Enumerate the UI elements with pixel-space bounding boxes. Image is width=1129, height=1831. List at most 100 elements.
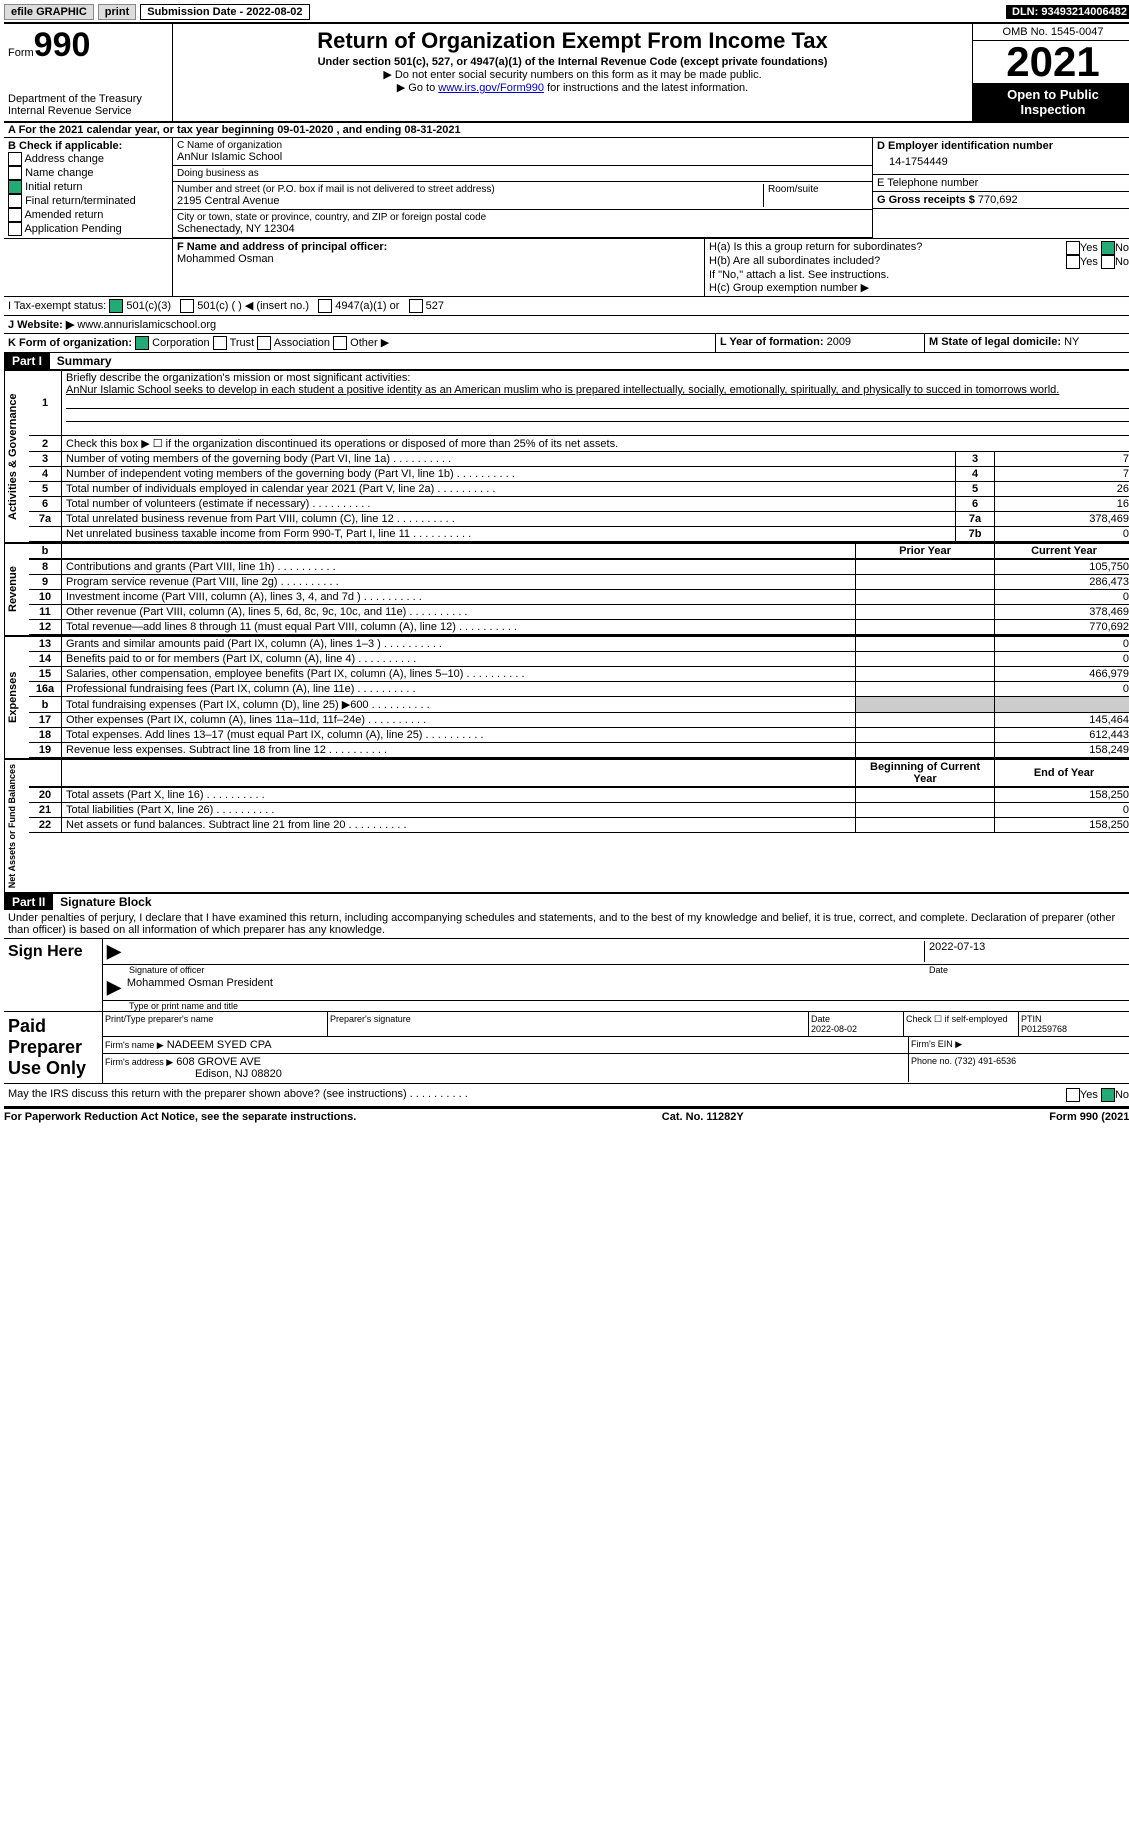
table-row: 5Total number of individuals employed in… [29,482,1129,497]
firm-name: NADEEM SYED CPA [167,1039,272,1051]
table-expenses: 13Grants and similar amounts paid (Part … [29,637,1129,758]
prep-date-label: Date [811,1014,830,1024]
discuss-yes[interactable]: Yes [1080,1089,1098,1101]
form-number: Form990 [8,26,168,65]
i-opt3[interactable]: 4947(a)(1) or [335,300,399,312]
chk-initial-label: Initial return [25,181,82,193]
hb-no[interactable]: No [1115,256,1129,268]
addr-label: Number and street (or P.O. box if mail i… [177,184,763,195]
print-button[interactable]: print [98,4,136,20]
sig-date: 2022-07-13 [924,941,1129,962]
chk-final[interactable]: Final return/terminated [8,194,168,208]
irs-label: Internal Revenue Service [8,105,168,117]
penalty-text: Under penalties of perjury, I declare th… [4,910,1129,939]
chk-amended[interactable]: Amended return [8,208,168,222]
row-fh: F Name and address of principal officer:… [4,239,1129,297]
b-label: B Check if applicable: [8,140,122,152]
table-row: 14Benefits paid to or for members (Part … [29,652,1129,667]
note2-prefix: ▶ Go to [397,82,438,94]
firm-addr-label: Firm's address ▶ [105,1057,173,1067]
chk-pending[interactable]: Application Pending [8,222,168,236]
footer-left: For Paperwork Reduction Act Notice, see … [4,1111,356,1123]
current-year-hdr: Current Year [995,544,1129,559]
k-other[interactable]: Other ▶ [350,337,389,349]
chk-amended-label: Amended return [24,209,103,221]
table-row: 17Other expenses (Part IX, column (A), l… [29,713,1129,728]
table-row: 4Number of independent voting members of… [29,467,1129,482]
dba-label: Doing business as [177,168,868,179]
row-j: J Website: ▶ www.annurislamicschool.org [4,316,1129,334]
table-row: 19Revenue less expenses. Subtract line 1… [29,743,1129,758]
website: www.annurislamicschool.org [77,319,216,331]
address: 2195 Central Avenue [177,195,763,207]
vlabel-net: Net Assets or Fund Balances [4,760,29,892]
part1-hdr: Part I [4,353,50,369]
ptin-value: P01259768 [1021,1024,1067,1034]
section-b: B Check if applicable: Address change Na… [4,138,173,238]
ha-yes[interactable]: Yes [1080,242,1098,254]
chk-name[interactable]: Name change [8,166,168,180]
firm-name-label: Firm's name ▶ [105,1040,164,1050]
begin-year-hdr: Beginning of Current Year [856,760,995,787]
prep-check[interactable]: Check ☐ if self-employed [904,1012,1019,1036]
table-row: 16aProfessional fundraising fees (Part I… [29,682,1129,697]
gross-value: 770,692 [978,194,1018,206]
l-label: L Year of formation: [720,336,824,348]
i-opt2[interactable]: 501(c) ( ) ◀ (insert no.) [197,300,309,312]
hb-label: H(b) Are all subordinates included? [709,255,1066,269]
table-row: 12Total revenue—add lines 8 through 11 (… [29,620,1129,635]
m-value: NY [1064,336,1079,348]
i-opt1[interactable]: 501(c)(3) [126,300,171,312]
chk-address[interactable]: Address change [8,152,168,166]
prep-date: 2022-08-02 [811,1024,857,1034]
ha-label: H(a) Is this a group return for subordin… [709,241,1066,255]
table-row: 15Salaries, other compensation, employee… [29,667,1129,682]
table-row: 10Investment income (Part VIII, column (… [29,590,1129,605]
i-opt4[interactable]: 527 [426,300,444,312]
part1-header: Part I Summary [4,353,1129,370]
officer-name: Mohammed Osman [177,253,274,265]
submission-date: Submission Date - 2022-08-02 [140,4,309,20]
table-revenue: b Prior Year Current Year 8Contributions… [29,544,1129,635]
k-trust[interactable]: Trust [230,337,255,349]
row-i: I Tax-exempt status: 501(c)(3) 501(c) ( … [4,297,1129,316]
firm-phone: (732) 491-6536 [955,1056,1017,1066]
discuss-label: May the IRS discuss this return with the… [8,1088,1066,1102]
footer-mid: Cat. No. 11282Y [662,1111,744,1123]
efile-label: efile GRAPHIC [4,4,94,20]
sig-name: Mohammed Osman President [127,977,273,998]
table-row: 20Total assets (Part X, line 16)158,250 [29,787,1129,803]
ein-value: 14-1754449 [877,152,1129,172]
form-title: Return of Organization Exempt From Incom… [177,28,968,54]
line-a: A For the 2021 calendar year, or tax yea… [4,123,1129,138]
row-klm: K Form of organization: Corporation Trus… [4,334,1129,353]
ein-label: D Employer identification number [877,140,1053,152]
form-990: 990 [34,26,91,64]
section-d: D Employer identification number 14-1754… [872,138,1129,238]
k-corp[interactable]: Corporation [152,337,209,349]
paid-prep: Paid Preparer Use Only [4,1012,103,1083]
discuss-no[interactable]: No [1115,1089,1129,1101]
vlabel-exp: Expenses [4,637,29,758]
c-name-label: C Name of organization [177,140,868,151]
table-governance: 1 Briefly describe the organization's mi… [29,371,1129,542]
table-netassets: Beginning of Current Year End of Year 20… [29,760,1129,833]
vlabel-rev: Revenue [4,544,29,635]
chk-address-label: Address change [24,153,104,165]
chk-initial[interactable]: Initial return [8,180,168,194]
mission-text: AnNur Islamic School seeks to develop in… [66,384,1059,396]
form-header: Form990 Department of the Treasury Inter… [4,24,1129,123]
section-bcd: B Check if applicable: Address change Na… [4,138,1129,239]
hb-yes[interactable]: Yes [1080,256,1098,268]
phone-label: E Telephone number [877,177,1129,189]
note-ssn: ▶ Do not enter social security numbers o… [177,68,968,81]
prior-year-hdr: Prior Year [856,544,995,559]
k-assoc[interactable]: Association [274,337,330,349]
table-row: 18Total expenses. Add lines 13–17 (must … [29,728,1129,743]
open-public-badge: Open to Public Inspection [973,83,1129,121]
line1-label: Briefly describe the organization's miss… [66,372,410,384]
irs-link[interactable]: www.irs.gov/Form990 [438,82,544,94]
table-row: 7aTotal unrelated business revenue from … [29,512,1129,527]
arrow-icon: ▶ [107,977,121,998]
ha-no[interactable]: No [1115,242,1129,254]
